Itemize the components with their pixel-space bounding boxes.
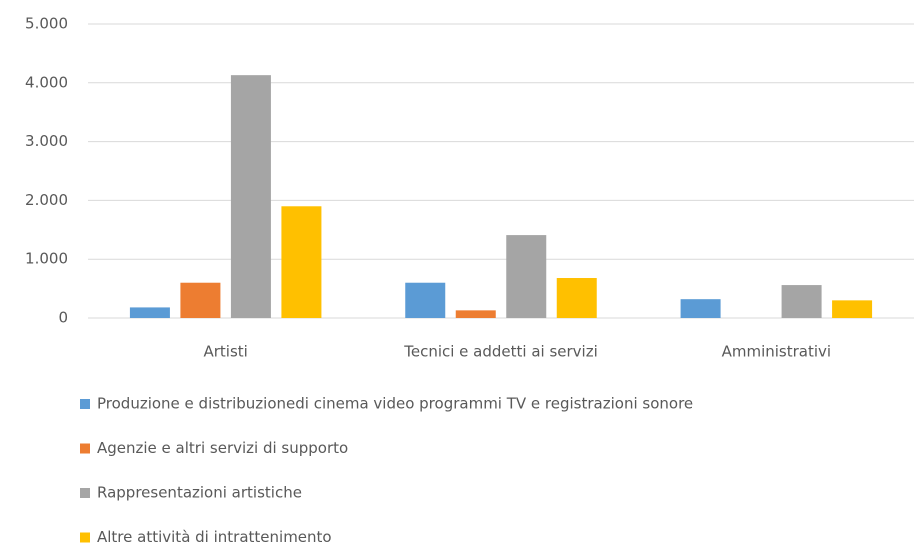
legend-swatch <box>80 443 90 454</box>
y-tick-label: 0 <box>58 309 68 327</box>
bar <box>680 299 721 318</box>
legend: Produzione e distribuzionedi cinema vide… <box>80 395 693 546</box>
legend-label: Produzione e distribuzionedi cinema vide… <box>97 395 693 413</box>
legend-label: Agenzie e altri servizi di supporto <box>97 439 348 457</box>
bar <box>781 285 822 318</box>
bar <box>832 300 873 318</box>
legend-label: Altre attività di intrattenimento <box>97 528 332 546</box>
x-tick-label: Tecnici e addetti ai servizi <box>403 343 598 361</box>
legend-swatch <box>80 532 90 543</box>
bar <box>405 282 446 318</box>
y-tick-label: 2.000 <box>25 191 68 209</box>
bar <box>180 282 221 318</box>
legend-swatch <box>80 399 90 409</box>
bar <box>556 278 597 318</box>
x-tick-label: Artisti <box>203 343 247 361</box>
legend-swatch <box>80 488 90 498</box>
bar <box>455 310 496 318</box>
y-tick-label: 3.000 <box>25 132 68 150</box>
y-tick-label: 4.000 <box>25 73 68 91</box>
bar <box>129 307 170 318</box>
bar <box>506 235 547 318</box>
bar <box>281 206 322 318</box>
x-tick-label: Amministrativi <box>722 343 831 361</box>
y-tick-label: 1.000 <box>25 250 68 268</box>
y-tick-label: 5.000 <box>25 15 68 33</box>
legend-label: Rappresentazioni artistiche <box>97 484 302 502</box>
bar <box>230 75 271 318</box>
